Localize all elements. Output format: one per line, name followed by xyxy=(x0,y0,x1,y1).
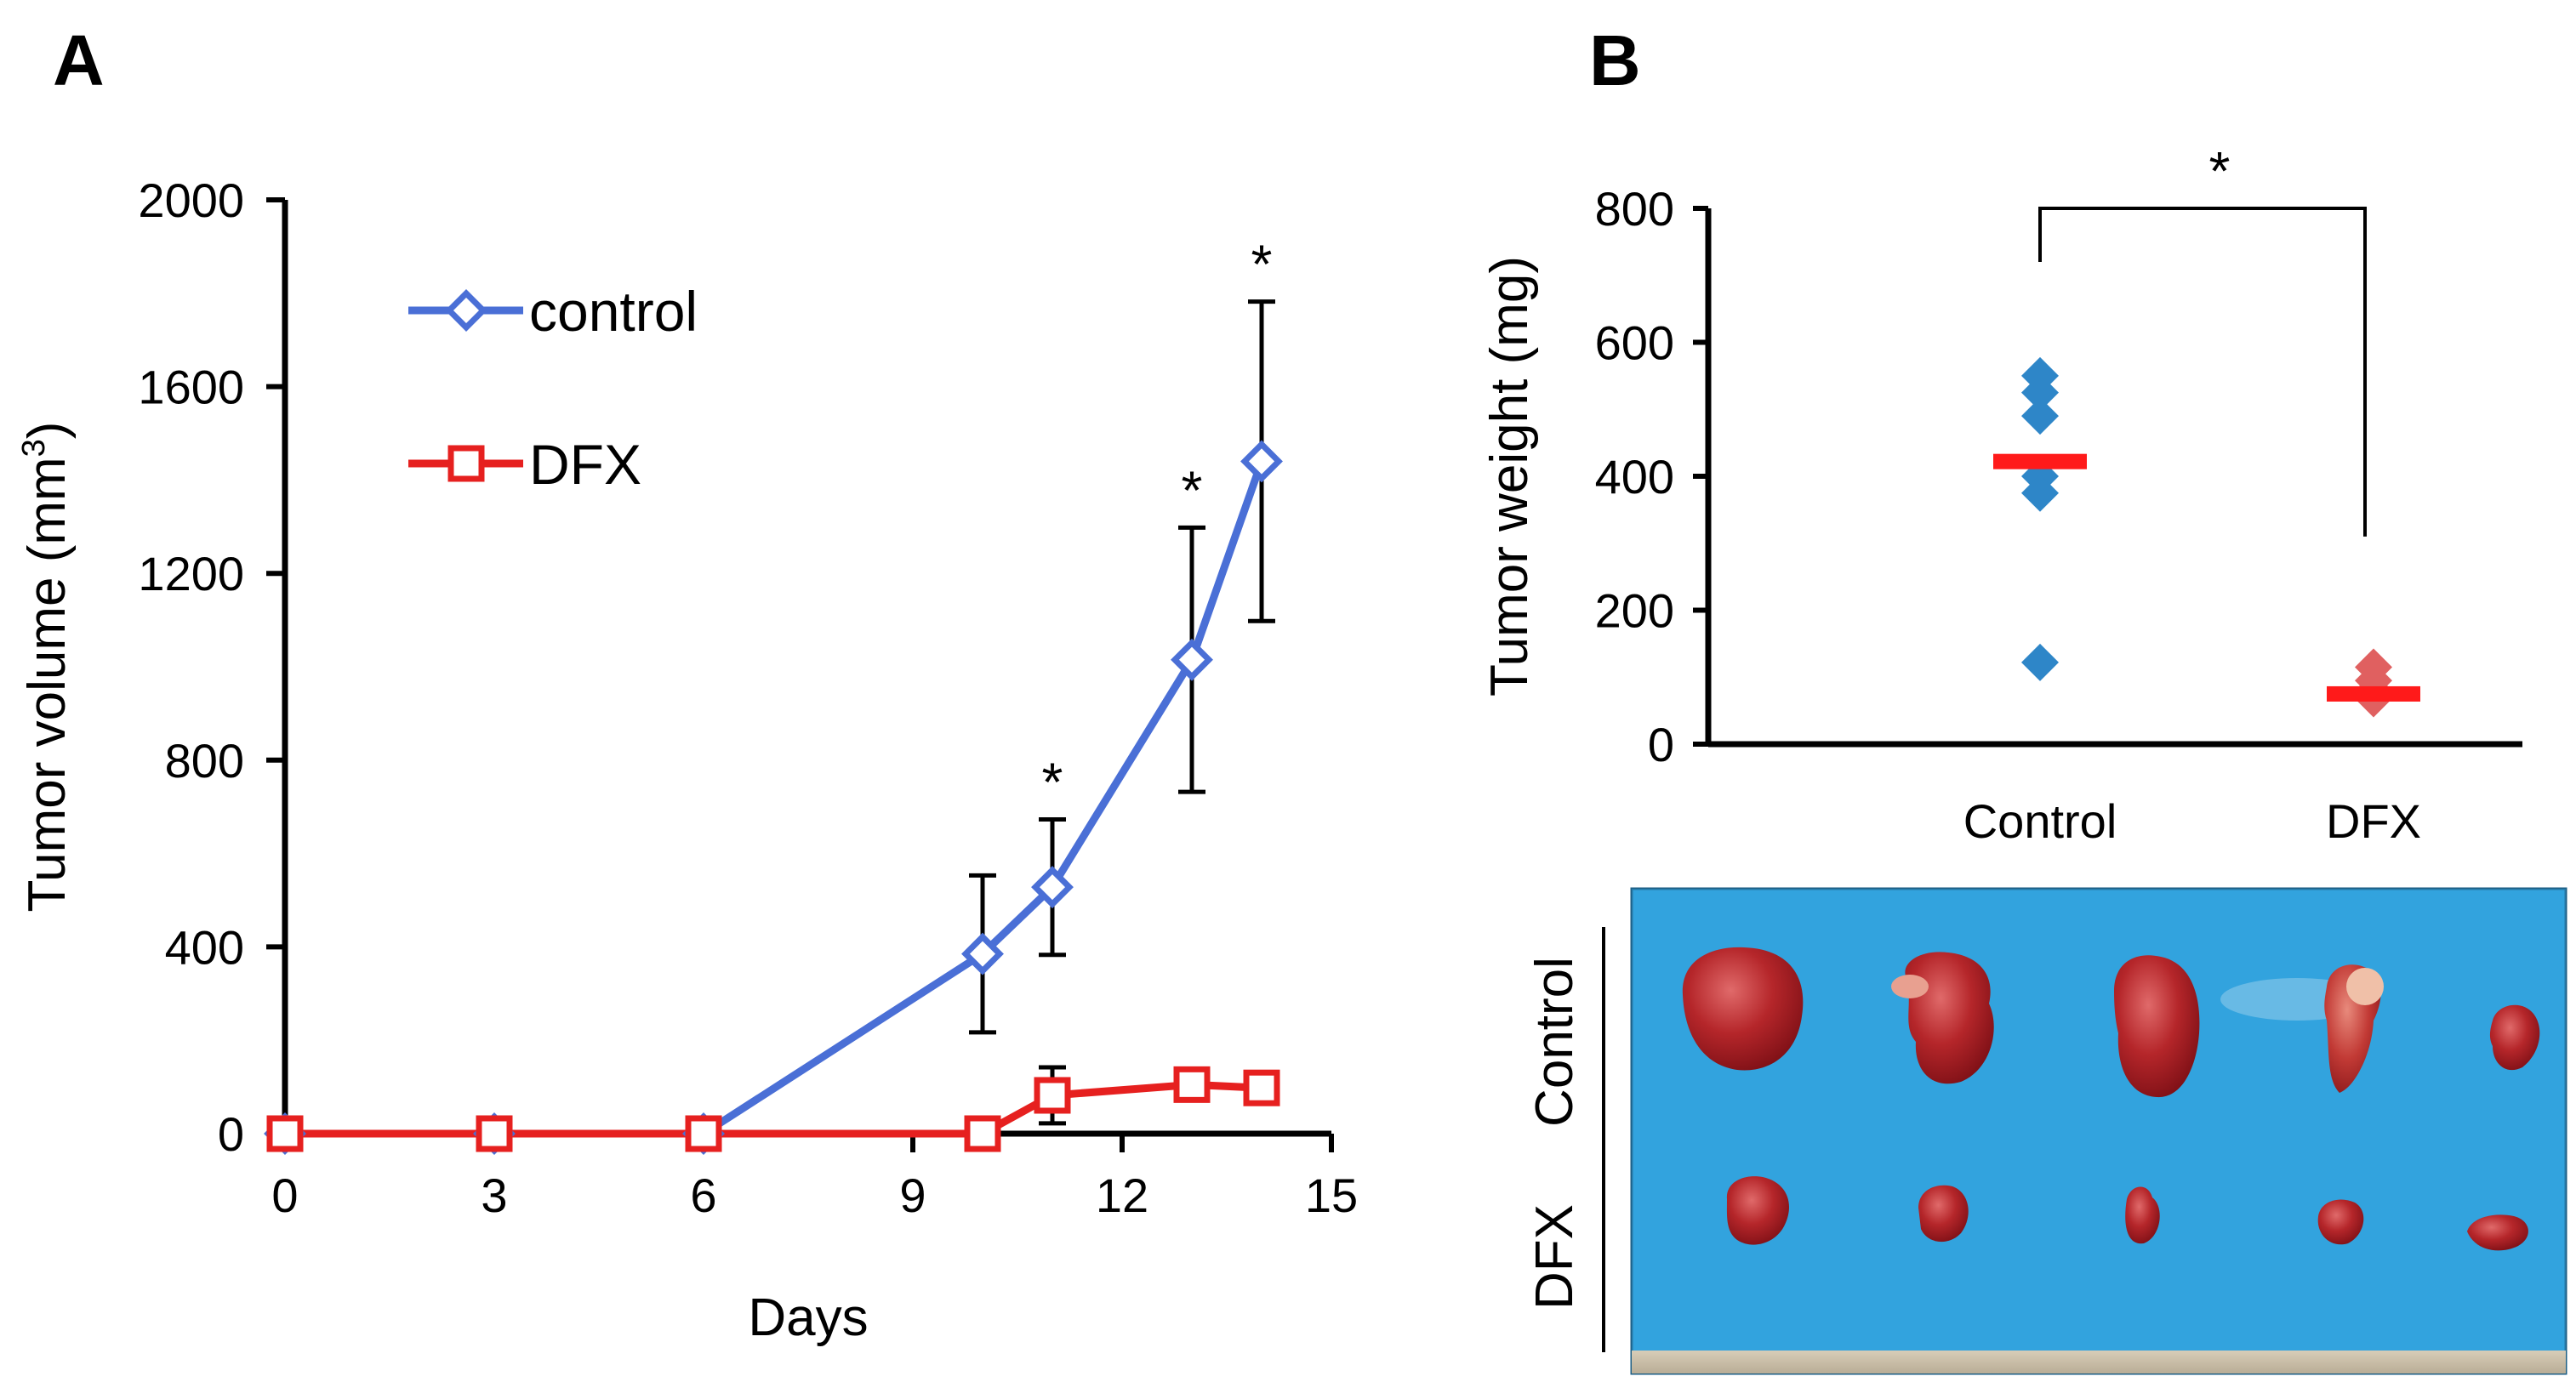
legend-label: control xyxy=(529,280,698,343)
data-point-control xyxy=(1240,440,1283,483)
data-point-dfx xyxy=(964,1115,1001,1152)
y-tick-label: 0 xyxy=(1648,718,1674,771)
x-tick-label: 0 xyxy=(271,1169,298,1222)
data-point-dfx xyxy=(476,1115,513,1152)
data-point-control xyxy=(1171,638,1213,681)
x-tick-label: 15 xyxy=(1305,1169,1358,1222)
data-point-dfx xyxy=(266,1115,304,1152)
mean-bar-control xyxy=(1993,453,2087,469)
panel-b-label: B xyxy=(1589,20,1641,100)
data-point-dfx xyxy=(1173,1066,1211,1103)
significance-star: * xyxy=(1182,459,1203,520)
line-chart: 0 400 800 1200 1600 2000 0 3 6 9 12 15 Days Tumor vol… xyxy=(16,173,1358,1347)
y-tick-label: 400 xyxy=(165,920,244,974)
significance-bracket xyxy=(2038,207,2367,537)
significance-star: * xyxy=(1042,752,1063,813)
data-point-dfx xyxy=(1243,1069,1280,1106)
x-tick-label: 3 xyxy=(481,1169,507,1222)
data-point-control xyxy=(961,932,1004,975)
x-axis-label: Days xyxy=(748,1288,868,1347)
x-tick-label: 6 xyxy=(690,1169,716,1222)
data-point-control xyxy=(1031,866,1074,909)
scatter-point-control xyxy=(2021,373,2059,412)
x-category-label: Control xyxy=(1963,794,2117,848)
y-tick-label: 600 xyxy=(1595,316,1674,370)
legend-label: DFX xyxy=(529,433,641,496)
data-point-dfx xyxy=(685,1115,722,1152)
x-tick-label: 12 xyxy=(1096,1169,1148,1222)
y-tick-label: 1600 xyxy=(138,361,244,414)
tumor-photo: Control DFX xyxy=(1525,887,2567,1375)
series-line-control xyxy=(285,459,1266,1138)
significance-star: * xyxy=(2209,140,2231,202)
scatter-point-control xyxy=(2021,397,2059,435)
photo-row-label-dfx: DFX xyxy=(1525,1204,1584,1310)
y-tick-label: 0 xyxy=(218,1107,244,1161)
legend-marker-control xyxy=(445,289,487,332)
y-tick-label: 800 xyxy=(165,734,244,788)
y-axis-label: Tumor volume (mm3) xyxy=(16,422,77,913)
dfx-tumors xyxy=(1726,1176,2528,1251)
y-tick-label: 1200 xyxy=(138,547,244,600)
data-point-dfx xyxy=(1034,1077,1071,1114)
x-tick-label: 9 xyxy=(899,1169,926,1222)
control-tumors xyxy=(1682,947,2540,1098)
scatter-point-control xyxy=(2021,643,2059,681)
scatter-chart: 0 200 400 600 800 Control DFX Tumor weight (mg)… xyxy=(1480,140,2522,848)
significance-star: * xyxy=(1251,234,1273,295)
photo-row-label-control: Control xyxy=(1525,957,1584,1127)
x-category-label: DFX xyxy=(2326,794,2421,848)
y-tick-label: 2000 xyxy=(138,173,244,227)
y-tick-label: 800 xyxy=(1595,182,1674,236)
y-tick-label: 400 xyxy=(1595,450,1674,503)
y-axis-label: Tumor weight (mg) xyxy=(1480,256,1539,697)
scatter-point-control xyxy=(2021,474,2059,512)
panel-a-label: A xyxy=(53,20,105,100)
mean-bar-dfx xyxy=(2327,685,2420,702)
legend-marker-dfx xyxy=(447,445,485,482)
y-tick-label: 200 xyxy=(1595,584,1674,638)
